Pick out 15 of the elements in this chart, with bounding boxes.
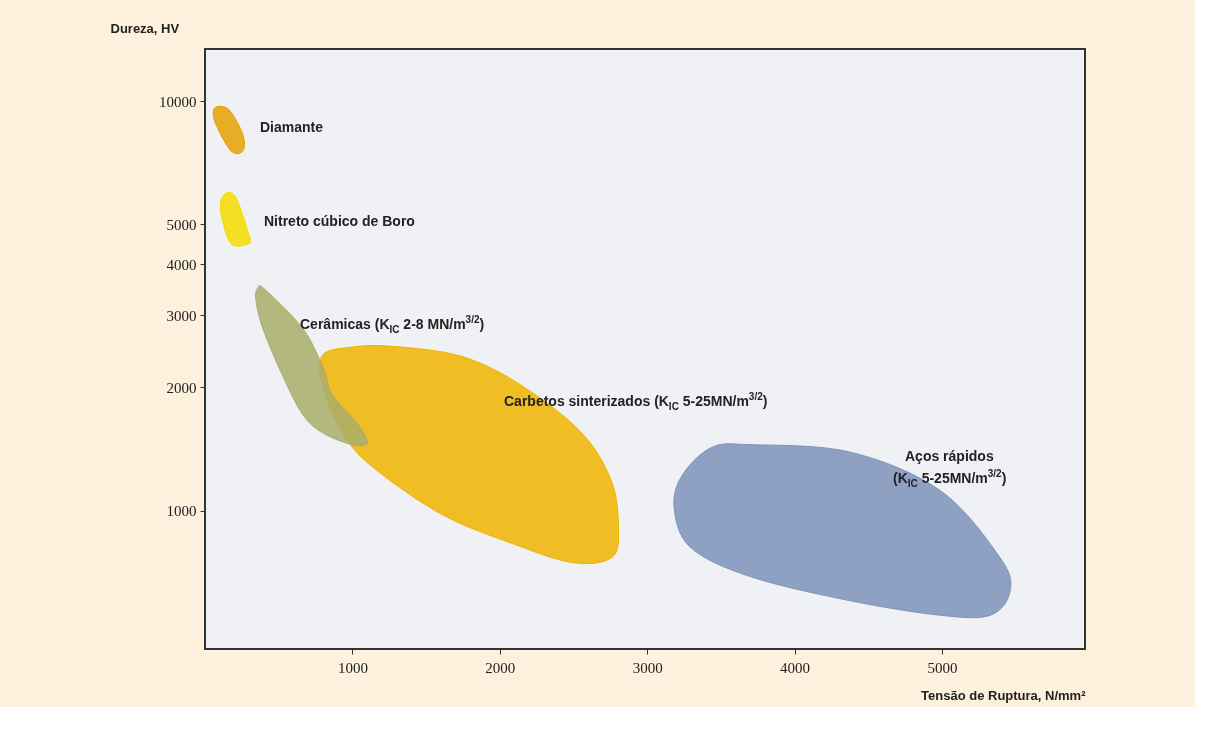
y-tick-label: 2000 [166, 379, 197, 396]
x-tick-label: 5000 [927, 659, 958, 676]
y-tick-label: 1000 [166, 503, 197, 520]
x-tick-label: 2000 [485, 659, 516, 676]
annotation: Nitreto cúbico de Boro [264, 213, 415, 229]
annotation: Diamante [260, 119, 324, 135]
y-tick-label: 5000 [166, 216, 197, 233]
x-tick-label: 3000 [632, 659, 663, 676]
y-tick-label: 3000 [166, 307, 197, 324]
y-axis-title: Dureza, HV [110, 20, 180, 36]
y-tick-label: 4000 [166, 256, 197, 273]
x-tick-label: 4000 [780, 659, 811, 676]
y-tick-label: 10000 [159, 93, 197, 110]
x-axis-title: Tensão de Ruptura, N/mm² [921, 687, 1087, 703]
x-tick-label: 1000 [337, 659, 368, 676]
